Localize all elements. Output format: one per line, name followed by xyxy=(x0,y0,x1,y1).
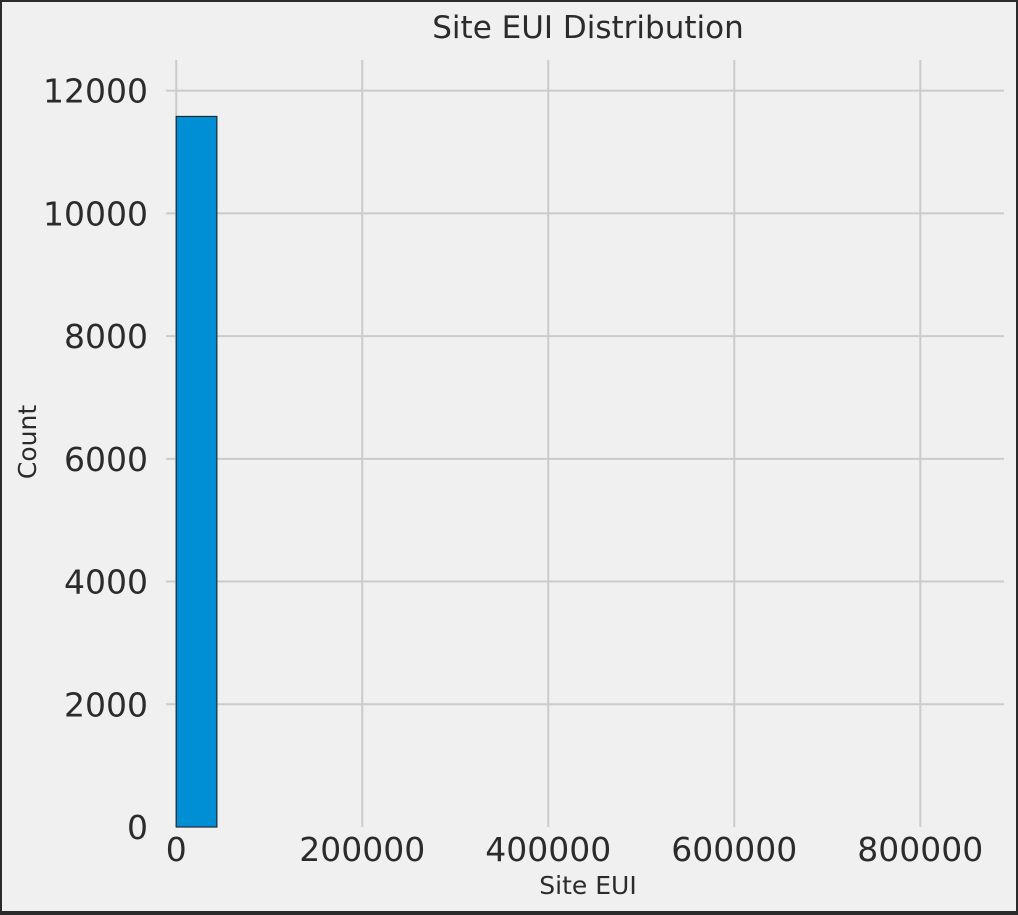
y-tick-label: 6000 xyxy=(64,440,148,479)
y-tick-label: 2000 xyxy=(64,685,148,724)
y-tick-labels: 0 2000 4000 6000 8000 10000 12000 xyxy=(43,72,148,847)
chart-title: Site EUI Distribution xyxy=(432,10,744,46)
x-tick-label: 600000 xyxy=(671,830,797,869)
y-axis-label: Count xyxy=(13,405,42,479)
x-tick-label: 0 xyxy=(166,830,187,869)
grid xyxy=(166,60,1004,827)
y-tick-label: 0 xyxy=(127,808,148,847)
x-tick-labels: 0 200000 400000 600000 800000 xyxy=(166,830,984,869)
y-tick-label: 12000 xyxy=(43,72,148,111)
x-tick-label: 800000 xyxy=(857,830,983,869)
x-axis-label: Site EUI xyxy=(539,871,636,900)
x-tick-label: 400000 xyxy=(485,830,611,869)
y-tick-label: 10000 xyxy=(43,194,148,233)
bars xyxy=(175,115,218,828)
x-tick-label: 200000 xyxy=(299,830,425,869)
y-tick-label: 4000 xyxy=(64,563,148,602)
y-tick-label: 8000 xyxy=(64,317,148,356)
histogram-bar xyxy=(175,115,218,828)
